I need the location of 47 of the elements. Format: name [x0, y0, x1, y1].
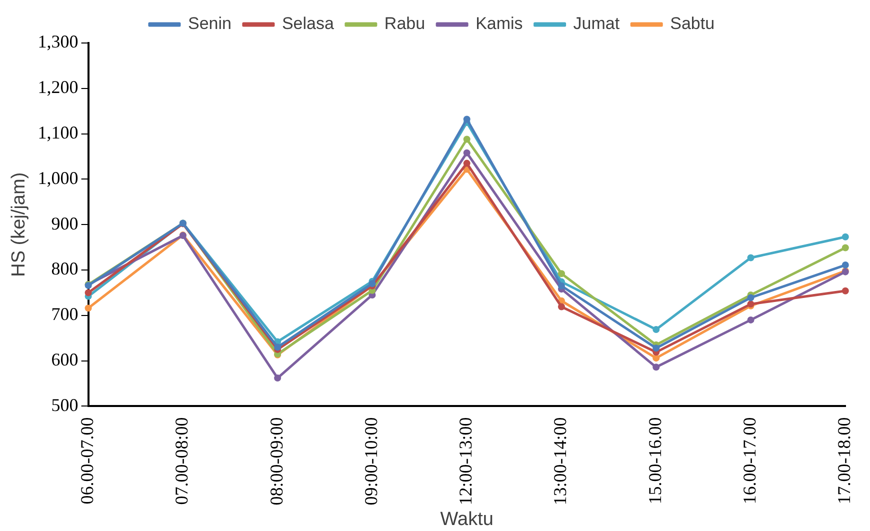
x-tick-label: 08:00-09:00	[266, 417, 286, 506]
point	[558, 303, 565, 310]
x-tick-label: 09:00-10:00	[360, 417, 381, 506]
x-tick-label: 07.00-08:00	[172, 417, 192, 505]
point	[652, 354, 660, 362]
y-tick-label: 800	[51, 258, 78, 279]
y-tick-label: 1,200	[38, 77, 78, 98]
y-tick-label: 500	[51, 394, 78, 415]
x-tick-label: 06.00-07.00	[77, 417, 98, 504]
point	[84, 304, 92, 312]
y-tick-label: 1,300	[38, 32, 78, 52]
point	[842, 262, 849, 269]
point	[652, 364, 660, 371]
y-tick-label: 700	[51, 304, 78, 324]
legend-label: Selasa	[282, 14, 334, 34]
x-tick-label: 13:00-14:00	[550, 417, 570, 506]
y-tick-label: 1,100	[38, 122, 78, 143]
x-tick-label: 15.00-16.00	[644, 417, 665, 504]
point	[463, 149, 470, 156]
x-tick-label: 12:00-13:00	[456, 417, 476, 506]
y-tick-label: 1,000	[38, 168, 78, 188]
point	[558, 270, 565, 278]
point	[558, 282, 565, 290]
point	[747, 316, 754, 324]
point	[652, 326, 660, 333]
point	[463, 116, 470, 123]
y-axis-title: HS (kej/jam)	[8, 172, 30, 277]
point	[274, 374, 282, 382]
x-axis-title: Waktu	[440, 508, 494, 530]
y-tick-label: 600	[51, 350, 78, 370]
legend-label: Jumat	[573, 14, 620, 34]
point	[842, 244, 849, 252]
x-tick-label: 16.00-17.00	[739, 417, 760, 504]
point	[747, 294, 754, 302]
legend-label: Kamis	[476, 14, 523, 34]
point	[84, 289, 92, 296]
point	[842, 287, 849, 294]
y-tick-label: 900	[51, 213, 78, 234]
point	[652, 344, 660, 352]
legend-label: Sabtu	[670, 14, 715, 34]
point	[463, 136, 470, 143]
point	[842, 233, 849, 240]
legend-label: Rabu	[384, 14, 426, 34]
point	[463, 160, 470, 167]
legend-label: Senin	[188, 14, 232, 34]
point	[747, 254, 754, 262]
x-tick-label: 17.00-18.00	[834, 417, 854, 504]
